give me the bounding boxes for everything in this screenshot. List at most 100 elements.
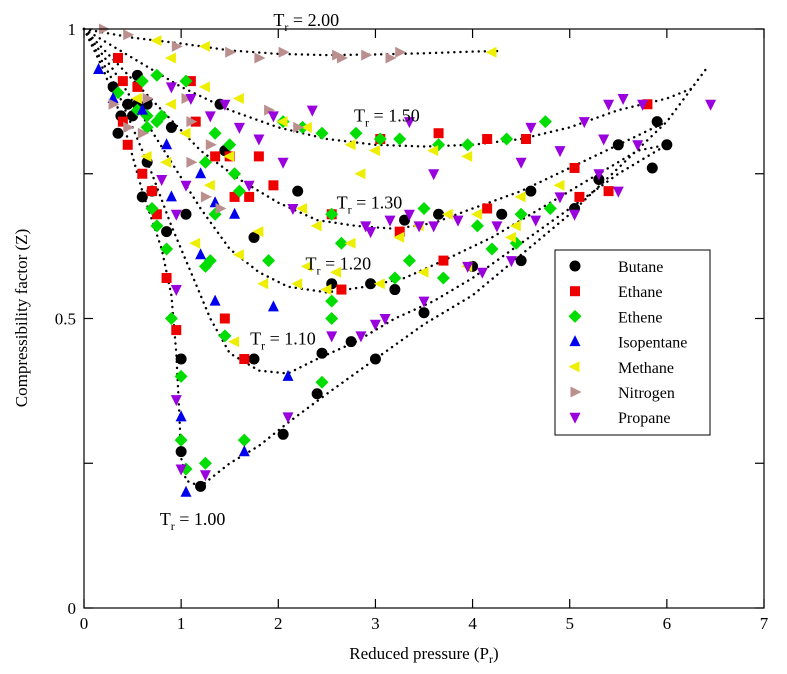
x-tick-label: 1 (177, 614, 186, 633)
point-ethane (117, 76, 128, 87)
legend-marker-nitrogen (570, 386, 582, 398)
point-propane (180, 180, 192, 192)
point-propane (403, 117, 415, 129)
point-propane (505, 256, 517, 268)
point-propane (603, 99, 615, 111)
point-ethene (461, 138, 475, 152)
point-ethene (325, 312, 339, 325)
point-propane (384, 215, 396, 227)
point-ethene (140, 120, 154, 134)
point-methane (504, 231, 516, 243)
point-butane (525, 185, 537, 197)
curve-label-4: Tr = 1.10 (250, 329, 316, 353)
point-methane (344, 139, 356, 151)
point-butane (180, 208, 192, 220)
point-propane (379, 314, 391, 325)
legend-label: Isopentane (618, 335, 687, 352)
point-butane (612, 139, 624, 151)
point-methane (417, 266, 429, 278)
point-ethane (642, 99, 653, 110)
point-isopentane (267, 300, 279, 312)
point-ethene (179, 74, 193, 88)
point-nitrogen (385, 52, 397, 64)
point-propane (403, 209, 415, 221)
point-ethane (521, 134, 531, 145)
point-butane (433, 208, 445, 220)
point-butane (136, 191, 148, 203)
point-methane (354, 168, 366, 180)
point-methane (223, 150, 235, 162)
point-ethene (262, 254, 276, 268)
point-ethene (237, 433, 251, 447)
point-ethene (174, 369, 188, 383)
point-propane (219, 99, 231, 111)
curve-label-2: Tr = 1.30 (337, 192, 403, 216)
legend-label: Propane (618, 410, 670, 427)
point-propane (287, 204, 299, 215)
point-butane (389, 284, 401, 296)
data-markers (93, 23, 717, 497)
point-ethane (219, 313, 230, 324)
legend-label: Ethane (618, 284, 662, 301)
point-propane (360, 221, 372, 233)
point-isopentane (282, 369, 294, 381)
point-isopentane (195, 167, 207, 179)
point-methane (441, 208, 453, 220)
point-isopentane (180, 485, 192, 497)
point-propane (156, 175, 168, 186)
point-nitrogen (254, 52, 266, 64)
point-ethane (239, 354, 250, 365)
point-ethene (223, 138, 237, 152)
point-nitrogen (123, 29, 135, 41)
legend-marker-isopentane (569, 335, 581, 347)
point-ethene (315, 126, 329, 140)
point-butane (175, 353, 187, 365)
point-ethene (145, 202, 159, 215)
y-axis-label: Compressibility factor (Z) (12, 229, 31, 407)
point-methane (461, 150, 473, 162)
point-propane (617, 94, 629, 105)
point-ethene (150, 68, 164, 82)
curve-label-0: Tr = 2.00 (273, 10, 339, 34)
curve-label-5: Tr = 1.00 (160, 509, 226, 533)
point-ethene (232, 184, 246, 198)
legend-label: Butane (618, 259, 663, 276)
point-propane (243, 180, 255, 192)
point-ethane (117, 116, 128, 127)
point-methane (373, 278, 385, 290)
point-propane (554, 192, 566, 204)
point-isopentane (238, 445, 250, 457)
point-butane (661, 139, 673, 151)
point-ethene (198, 259, 212, 273)
point-methane (189, 237, 201, 249)
point-ethene (436, 271, 450, 285)
point-propane (282, 412, 294, 424)
point-ethene (470, 219, 484, 233)
point-methane (252, 226, 264, 238)
point-nitrogen (225, 46, 237, 58)
point-propane (369, 319, 381, 331)
point-methane (296, 203, 308, 214)
curve-labels: Tr = 2.00 Tr = 1.50 Tr = 1.30 Tr = 1.20 Tr =… (160, 10, 420, 533)
point-methane (368, 145, 380, 157)
point-isopentane (136, 103, 148, 115)
curve-label-3: Tr = 1.20 (305, 253, 371, 277)
point-nitrogen (205, 139, 217, 151)
point-butane (316, 347, 328, 359)
point-propane (705, 99, 717, 111)
point-ethene (349, 126, 363, 140)
point-propane (491, 221, 503, 233)
point-propane (476, 267, 488, 279)
point-nitrogen (186, 156, 198, 168)
point-propane (578, 117, 590, 129)
point-propane (365, 227, 377, 239)
legend-marker-ethane (570, 286, 580, 297)
axis-ticks: 0 1 2 3 4 5 6 7 0 0.5 1 (55, 20, 769, 633)
point-propane (277, 157, 289, 169)
point-ethane (244, 191, 255, 202)
point-methane (470, 208, 482, 220)
point-butane (165, 121, 177, 133)
x-tick-label: 7 (760, 614, 769, 633)
point-methane (553, 179, 565, 191)
